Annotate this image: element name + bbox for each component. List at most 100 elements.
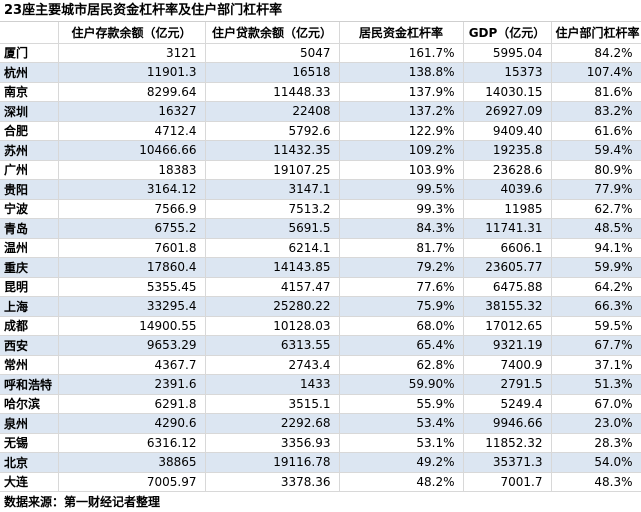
table-row: 广州 18383 19107.25 103.9% 23628.6 80.9% bbox=[0, 160, 641, 180]
cell-gdp: 6475.88 bbox=[463, 277, 552, 297]
cell-city: 合肥 bbox=[0, 121, 59, 141]
cell-gdp: 6606.1 bbox=[463, 238, 552, 258]
cell-gdp: 11852.32 bbox=[463, 433, 552, 453]
cell-city: 广州 bbox=[0, 160, 59, 180]
table-row: 温州 7601.8 6214.1 81.7% 6606.1 94.1% bbox=[0, 238, 641, 258]
cell-loans: 11432.35 bbox=[205, 140, 340, 161]
cell-deposits: 2391.6 bbox=[58, 374, 206, 395]
cell-household-leverage: 66.3% bbox=[551, 296, 641, 317]
cell-city: 泉州 bbox=[0, 413, 59, 434]
cell-deposits: 6316.12 bbox=[58, 433, 206, 453]
table-row: 成都 14900.55 10128.03 68.0% 17012.65 59.5% bbox=[0, 316, 641, 336]
cell-city: 南京 bbox=[0, 82, 59, 102]
cell-gdp: 5249.4 bbox=[463, 394, 552, 414]
cell-gdp: 23605.77 bbox=[463, 257, 552, 278]
cell-funding-leverage: 77.6% bbox=[339, 277, 464, 297]
cell-gdp: 4039.6 bbox=[463, 179, 552, 200]
cell-deposits: 8299.64 bbox=[58, 82, 206, 102]
cell-gdp: 5995.04 bbox=[463, 43, 552, 63]
data-source-note: 数据来源：第一财经记者整理 bbox=[4, 495, 161, 509]
cell-deposits: 7566.9 bbox=[58, 199, 206, 219]
cell-funding-leverage: 137.9% bbox=[339, 82, 464, 102]
cell-loans: 19116.78 bbox=[205, 452, 340, 473]
cell-household-leverage: 48.5% bbox=[551, 218, 641, 239]
header-city bbox=[0, 22, 59, 44]
cell-deposits: 4290.6 bbox=[58, 413, 206, 434]
cell-deposits: 5355.45 bbox=[58, 277, 206, 297]
cell-household-leverage: 59.4% bbox=[551, 140, 641, 161]
cell-loans: 1433 bbox=[205, 374, 340, 395]
cell-gdp: 11741.31 bbox=[463, 218, 552, 239]
cell-loans: 3378.36 bbox=[205, 472, 340, 492]
table-row: 泉州 4290.6 2292.68 53.4% 9946.66 23.0% bbox=[0, 413, 641, 434]
cell-city: 杭州 bbox=[0, 62, 59, 83]
cell-city: 上海 bbox=[0, 296, 59, 317]
table-row: 合肥 4712.4 5792.6 122.9% 9409.40 61.6% bbox=[0, 121, 641, 141]
cell-funding-leverage: 109.2% bbox=[339, 140, 464, 161]
table-row: 昆明 5355.45 4157.47 77.6% 6475.88 64.2% bbox=[0, 277, 641, 297]
cell-city: 宁波 bbox=[0, 199, 59, 219]
cell-loans: 22408 bbox=[205, 101, 340, 122]
table-row: 重庆 17860.4 14143.85 79.2% 23605.77 59.9% bbox=[0, 257, 641, 278]
table-body: 厦门 3121 5047 161.7% 5995.04 84.2% 杭州 11901.3 165… bbox=[0, 43, 641, 492]
table-row: 宁波 7566.9 7513.2 99.3% 11985 62.7% bbox=[0, 199, 641, 219]
table-row: 杭州 11901.3 16518 138.8% 15373 107.4% bbox=[0, 62, 641, 83]
table-row: 呼和浩特 2391.6 1433 59.90% 2791.5 51.3% bbox=[0, 374, 641, 395]
cell-city: 贵阳 bbox=[0, 179, 59, 200]
cell-funding-leverage: 81.7% bbox=[339, 238, 464, 258]
cell-city: 青岛 bbox=[0, 218, 59, 239]
table-title: 23座主要城市居民资金杠杆率及住户部门杠杆率 bbox=[0, 0, 641, 22]
cell-funding-leverage: 137.2% bbox=[339, 101, 464, 122]
cell-loans: 6313.55 bbox=[205, 335, 340, 356]
cell-deposits: 3121 bbox=[58, 43, 206, 63]
table-row: 哈尔滨 6291.8 3515.1 55.9% 5249.4 67.0% bbox=[0, 394, 641, 414]
cell-household-leverage: 94.1% bbox=[551, 238, 641, 258]
table-row: 南京 8299.64 11448.33 137.9% 14030.15 81.6% bbox=[0, 82, 641, 102]
cell-gdp: 9946.66 bbox=[463, 413, 552, 434]
cell-gdp: 15373 bbox=[463, 62, 552, 83]
table-row: 厦门 3121 5047 161.7% 5995.04 84.2% bbox=[0, 43, 641, 63]
cell-funding-leverage: 99.5% bbox=[339, 179, 464, 200]
cell-deposits: 11901.3 bbox=[58, 62, 206, 83]
cell-gdp: 38155.32 bbox=[463, 296, 552, 317]
cell-household-leverage: 37.1% bbox=[551, 355, 641, 375]
cell-city: 昆明 bbox=[0, 277, 59, 297]
cell-loans: 16518 bbox=[205, 62, 340, 83]
cell-household-leverage: 54.0% bbox=[551, 452, 641, 473]
leverage-table: 住户存款余额（亿元） 住户贷款余额（亿元） 居民资金杠杆率 GDP（亿元） 住户… bbox=[0, 22, 641, 492]
cell-loans: 3147.1 bbox=[205, 179, 340, 200]
cell-funding-leverage: 62.8% bbox=[339, 355, 464, 375]
cell-deposits: 3164.12 bbox=[58, 179, 206, 200]
cell-household-leverage: 67.7% bbox=[551, 335, 641, 356]
cell-city: 哈尔滨 bbox=[0, 394, 59, 414]
cell-loans: 6214.1 bbox=[205, 238, 340, 258]
cell-deposits: 38865 bbox=[58, 452, 206, 473]
cell-gdp: 7001.7 bbox=[463, 472, 552, 492]
cell-funding-leverage: 59.90% bbox=[339, 374, 464, 395]
table-row: 常州 4367.7 2743.4 62.8% 7400.9 37.1% bbox=[0, 355, 641, 375]
table-row: 苏州 10466.66 11432.35 109.2% 19235.8 59.4% bbox=[0, 140, 641, 161]
header-deposits: 住户存款余额（亿元） bbox=[58, 22, 206, 44]
cell-gdp: 14030.15 bbox=[463, 82, 552, 102]
cell-deposits: 17860.4 bbox=[58, 257, 206, 278]
cell-household-leverage: 84.2% bbox=[551, 43, 641, 63]
table-row: 无锡 6316.12 3356.93 53.1% 11852.32 28.3% bbox=[0, 433, 641, 453]
cell-loans: 5792.6 bbox=[205, 121, 340, 141]
cell-loans: 2292.68 bbox=[205, 413, 340, 434]
cell-household-leverage: 51.3% bbox=[551, 374, 641, 395]
cell-city: 北京 bbox=[0, 452, 59, 473]
cell-city: 呼和浩特 bbox=[0, 374, 59, 395]
cell-deposits: 4367.7 bbox=[58, 355, 206, 375]
cell-household-leverage: 61.6% bbox=[551, 121, 641, 141]
cell-household-leverage: 28.3% bbox=[551, 433, 641, 453]
header-funding-leverage: 居民资金杠杆率 bbox=[339, 22, 464, 44]
cell-city: 成都 bbox=[0, 316, 59, 336]
cell-funding-leverage: 79.2% bbox=[339, 257, 464, 278]
cell-gdp: 17012.65 bbox=[463, 316, 552, 336]
cell-loans: 25280.22 bbox=[205, 296, 340, 317]
cell-city: 大连 bbox=[0, 472, 59, 492]
cell-funding-leverage: 53.4% bbox=[339, 413, 464, 434]
cell-funding-leverage: 138.8% bbox=[339, 62, 464, 83]
cell-gdp: 9321.19 bbox=[463, 335, 552, 356]
